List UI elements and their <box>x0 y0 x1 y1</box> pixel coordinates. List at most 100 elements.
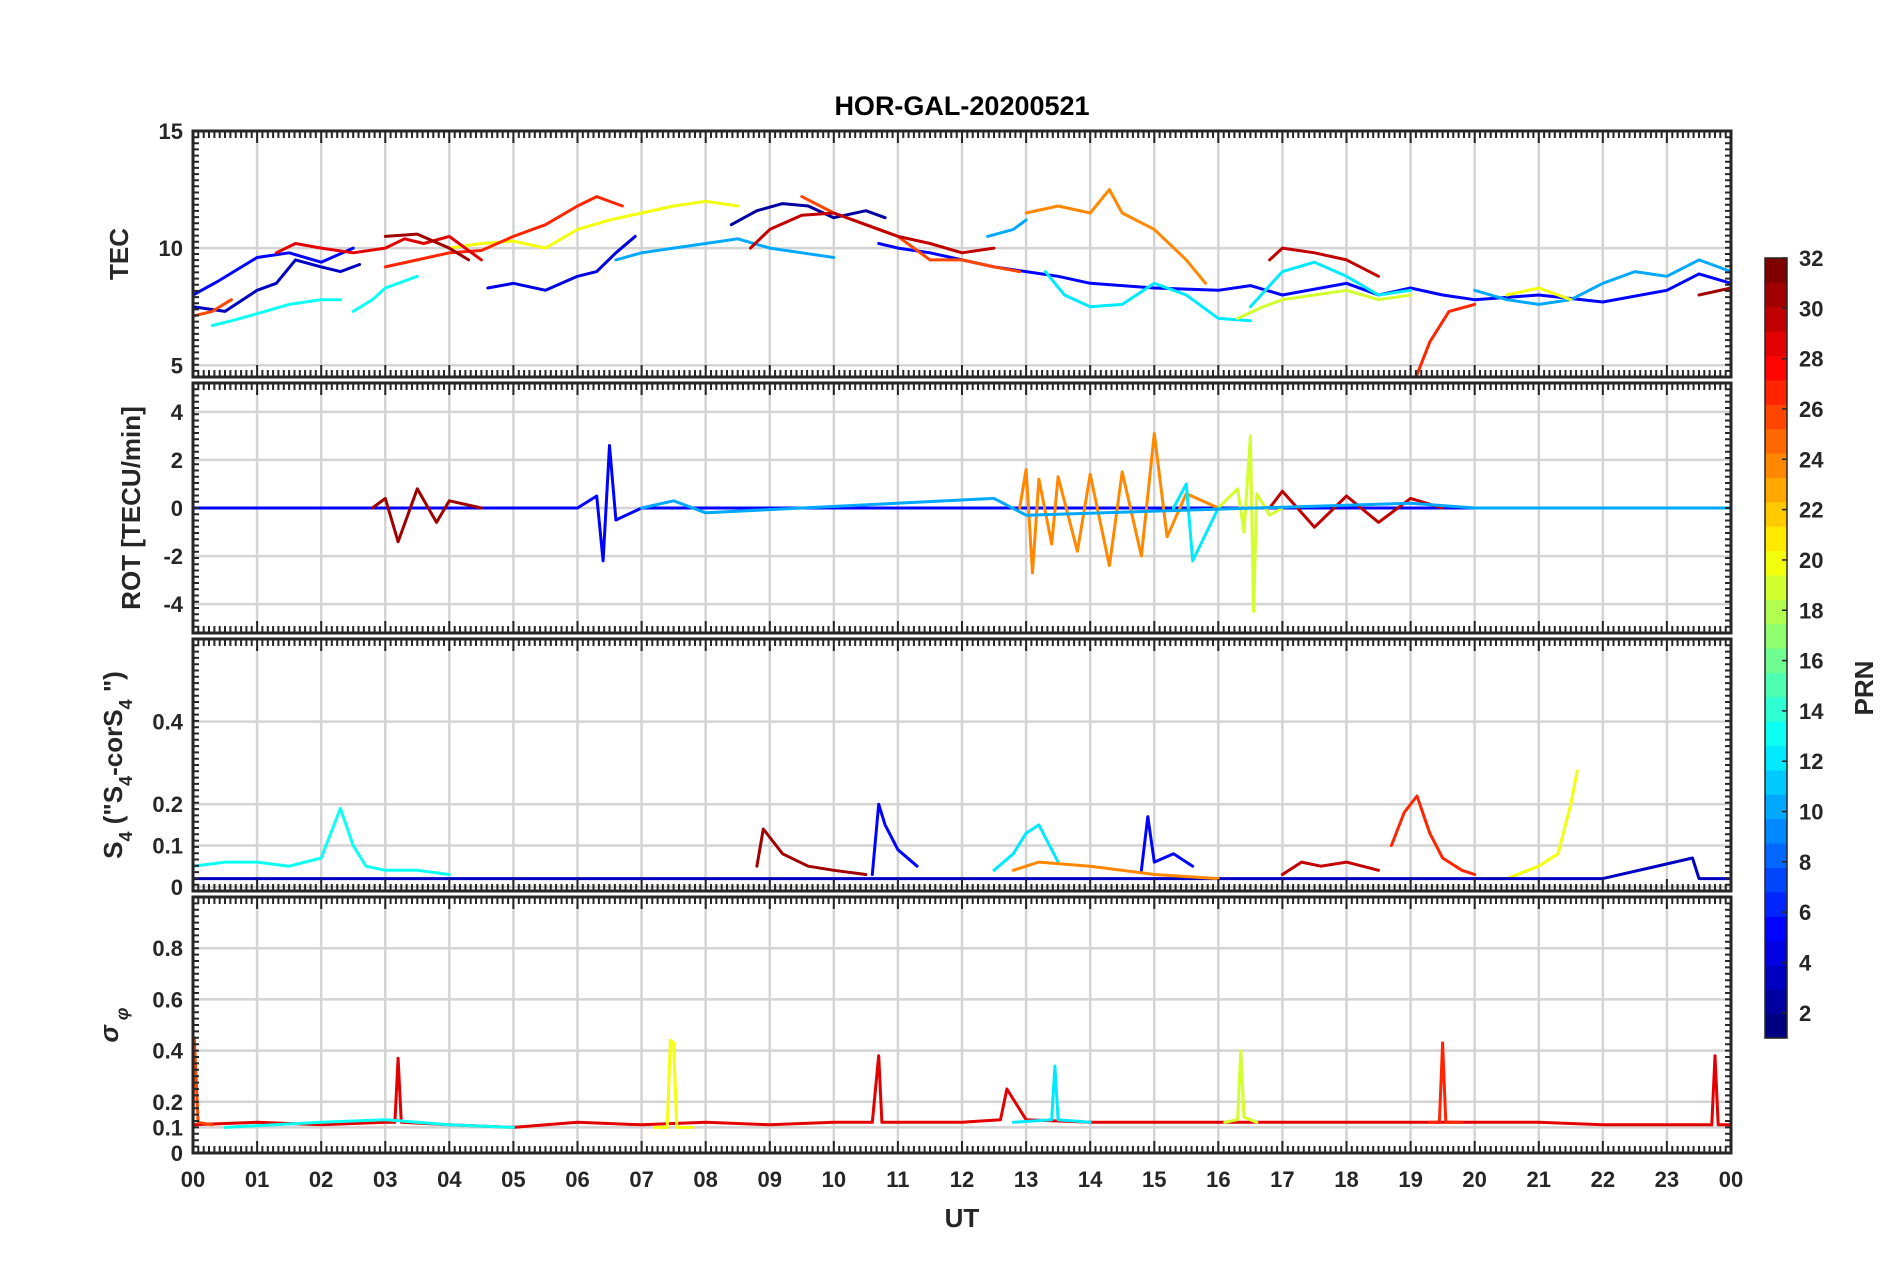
series-group <box>193 769 1731 881</box>
colorbar-tick-label: 16 <box>1799 649 1823 674</box>
x-tick-label: 12 <box>950 1167 974 1192</box>
x-tick-label: 07 <box>629 1167 653 1192</box>
colorbar-tick-label: 8 <box>1799 850 1811 875</box>
x-tick-label: 20 <box>1462 1167 1486 1192</box>
x-axis-label: UT <box>945 1203 980 1233</box>
colorbar-tick-label: 22 <box>1799 498 1823 523</box>
series-prn-3 <box>193 258 362 313</box>
series-group <box>193 188 1731 377</box>
colorbar-tick-label: 14 <box>1799 699 1824 724</box>
series-prn-5 <box>193 246 355 297</box>
series-prn-30 <box>1268 489 1445 529</box>
colorbar-swatch <box>1765 1013 1787 1039</box>
colorbar-swatch <box>1765 428 1787 454</box>
y-axis-label: σ φ <box>94 1007 132 1042</box>
colorbar-tick-label: 4 <box>1799 951 1812 976</box>
label-part: 4 <box>116 699 136 709</box>
series-prn-3 <box>193 856 1731 881</box>
colorbar-swatch <box>1765 282 1787 308</box>
colorbar-tick-label: 12 <box>1799 749 1823 774</box>
y-tick-label: 0 <box>171 496 183 521</box>
x-tick-label: 17 <box>1270 1167 1294 1192</box>
y-tick-label: 4 <box>171 400 184 425</box>
colorbar-swatch <box>1765 721 1787 747</box>
series-prn-24 <box>1018 432 1220 575</box>
y-tick-label: 0 <box>171 875 183 900</box>
colorbar-swatch <box>1765 891 1787 917</box>
colorbar-swatch <box>1765 477 1787 503</box>
y-tick-label: 0.4 <box>152 1039 183 1064</box>
x-tick-label: 03 <box>373 1167 397 1192</box>
series-prn-10 <box>986 218 1028 238</box>
series-prn-30 <box>749 211 996 255</box>
series-prn-10 <box>640 496 1731 517</box>
label-part: φ <box>112 1007 132 1025</box>
panel-s4: 00.10.20.4S4 ("S4-corS4 ") <box>98 637 1733 900</box>
y-tick-label: 10 <box>159 236 183 261</box>
series-prn-19 <box>1216 434 1284 613</box>
x-tick-label: 06 <box>565 1167 589 1192</box>
series-prn-20 <box>447 199 740 250</box>
series-prn-24 <box>1024 188 1207 285</box>
y-axis-label: TEC <box>104 228 134 280</box>
colorbar-swatch <box>1765 843 1787 868</box>
series-prn-19 <box>1236 288 1413 320</box>
x-tick-label: 16 <box>1206 1167 1230 1192</box>
series-prn-27 <box>383 195 624 269</box>
series-prn-10 <box>1473 258 1731 306</box>
series-prn-29 <box>274 234 483 262</box>
series-prn-27 <box>1415 302 1477 377</box>
panel-frame <box>191 895 1733 1155</box>
colorbar-swatch <box>1765 818 1787 844</box>
y-tick-label: 0.8 <box>152 936 183 961</box>
y-tick-label: 0.1 <box>152 834 183 859</box>
x-tick-label: 09 <box>758 1167 782 1192</box>
colorbar-swatch <box>1765 501 1787 527</box>
x-tick-label: 14 <box>1078 1167 1103 1192</box>
colorbar-label: PRN <box>1849 661 1879 716</box>
panel-tec: 5 10 15 TEC <box>104 119 1733 379</box>
y-tick-label: 5 <box>171 353 183 378</box>
series-prn-13 <box>223 1118 515 1129</box>
x-tick-label: 05 <box>501 1167 525 1192</box>
x-tick-label: 02 <box>309 1167 333 1192</box>
y-tick-label: 0.2 <box>152 1090 183 1115</box>
panel-frame <box>191 381 1733 635</box>
panel-frame <box>191 129 1733 379</box>
colorbar-swatch <box>1765 989 1787 1015</box>
label-part: ("S <box>98 786 128 832</box>
series-prn-20 <box>1473 769 1579 881</box>
panel-sigma: 00.10.2 0.4 0.6 0.8 σ φ <box>94 895 1733 1166</box>
label-part: 4 <box>116 831 136 841</box>
x-tick-label: 15 <box>1142 1167 1166 1192</box>
label-part: -corS <box>98 709 128 775</box>
x-tick-label: 13 <box>1014 1167 1038 1192</box>
colorbar-swatch <box>1765 574 1787 600</box>
series-prn-13 <box>193 806 451 876</box>
colorbar-swatch <box>1765 696 1787 722</box>
colorbar-tick-label: 28 <box>1799 347 1823 372</box>
label-part: 4 <box>116 776 136 786</box>
series-group <box>193 1036 1731 1129</box>
colorbar-swatch <box>1765 331 1787 357</box>
y-tick-label: -4 <box>163 592 183 617</box>
series-prn-5 <box>1139 815 1195 872</box>
series-prn-12 <box>1172 482 1220 563</box>
x-tick-label: 19 <box>1398 1167 1422 1192</box>
series-prn-13 <box>210 298 342 327</box>
colorbar-swatch <box>1765 964 1787 990</box>
colorbar-tick-label: 6 <box>1799 900 1811 925</box>
series-prn-26 <box>193 298 233 318</box>
y-tick-label: 0.6 <box>152 987 183 1012</box>
colorbar-swatch <box>1765 769 1787 795</box>
series-prn-13 <box>351 274 419 313</box>
colorbar-tick-label: 30 <box>1799 296 1823 321</box>
panel-frame <box>191 637 1733 893</box>
series-prn-4 <box>486 234 637 292</box>
x-tick-label: 00 <box>181 1167 205 1192</box>
x-tick-label: 22 <box>1591 1167 1615 1192</box>
series-prn-31 <box>383 232 471 262</box>
series-prn-31 <box>370 487 483 544</box>
colorbar-swatch <box>1765 916 1787 942</box>
